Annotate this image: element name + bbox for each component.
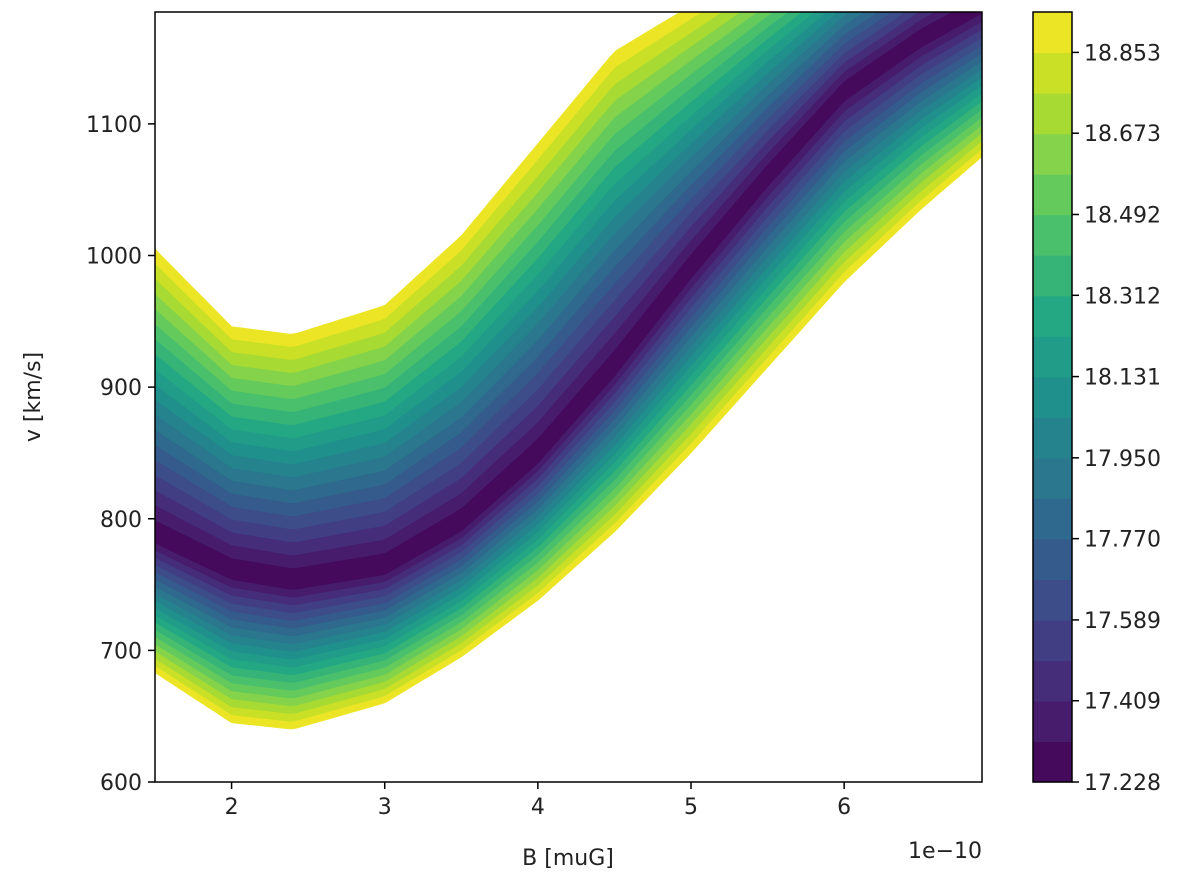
- y-tick-label: 1100: [86, 113, 142, 138]
- colorbar-segment: [1033, 255, 1072, 297]
- colorbar-segment: [1033, 295, 1072, 337]
- colorbar-segment: [1033, 457, 1072, 499]
- colorbar-segment: [1033, 700, 1072, 743]
- colorbar-segment: [1033, 579, 1072, 621]
- y-tick-label: 900: [100, 376, 142, 401]
- colorbar-segment: [1033, 93, 1072, 135]
- colorbar-segment: [1033, 498, 1072, 540]
- y-tick-label: 700: [100, 639, 142, 664]
- colorbar-segment: [1033, 52, 1072, 94]
- plot-frame: [154, 11, 983, 783]
- colorbar-tick-label: 17.409: [1084, 690, 1161, 715]
- contour-band: [155, 12, 982, 590]
- colorbar-tick-label: 18.131: [1084, 366, 1161, 391]
- colorbar-segment: [1033, 174, 1072, 216]
- colorbar-segment: [1033, 660, 1072, 702]
- x-tick-label: 2: [225, 795, 239, 820]
- colorbar-segment: [1033, 214, 1072, 256]
- x-tick-label: 6: [837, 795, 851, 820]
- colorbar-tick-label: 18.492: [1084, 203, 1161, 228]
- y-tick-label: 800: [100, 508, 142, 533]
- colorbar-segment: [1033, 376, 1072, 418]
- colorbar: 17.228 17.409 17.589 17.770 17.950 18.131 18.3…: [1032, 11, 1161, 796]
- y-tick-label: 1000: [86, 245, 142, 270]
- x-axis-label: B [muG]: [522, 846, 614, 871]
- colorbar-segment: [1033, 133, 1072, 175]
- x-axis: 2 3 4 5 6: [225, 782, 851, 820]
- colorbar-segment: [1033, 619, 1072, 662]
- colorbar-tick-label: 18.673: [1084, 122, 1161, 147]
- colorbar-segment: [1033, 417, 1072, 459]
- colorbar-segment: [1033, 538, 1072, 580]
- colorbar-tick-label: 17.228: [1084, 771, 1161, 796]
- y-tick-label: 600: [100, 771, 142, 796]
- colorbar-frame: [1032, 11, 1073, 783]
- y-axis-label: v [km/s]: [21, 352, 46, 442]
- contour-bands: [155, 12, 982, 730]
- colorbar-segment: [1033, 336, 1072, 378]
- colorbar-segment: [1033, 12, 1072, 54]
- x-tick-label: 4: [531, 795, 545, 820]
- colorbar-tick-label: 17.589: [1084, 609, 1161, 634]
- y-axis: 600 700 800 900 1000 1100: [86, 113, 155, 796]
- x-offset-text: 1e−10: [908, 839, 982, 864]
- x-tick-label: 3: [378, 795, 392, 820]
- x-tick-label: 5: [684, 795, 698, 820]
- colorbar-tick-label: 18.312: [1084, 284, 1161, 309]
- colorbar-tick-label: 17.950: [1084, 447, 1161, 472]
- colorbar-segment: [1033, 741, 1072, 783]
- colorbar-tick-label: 17.770: [1084, 528, 1161, 553]
- colorbar-tick-label: 18.853: [1084, 41, 1161, 66]
